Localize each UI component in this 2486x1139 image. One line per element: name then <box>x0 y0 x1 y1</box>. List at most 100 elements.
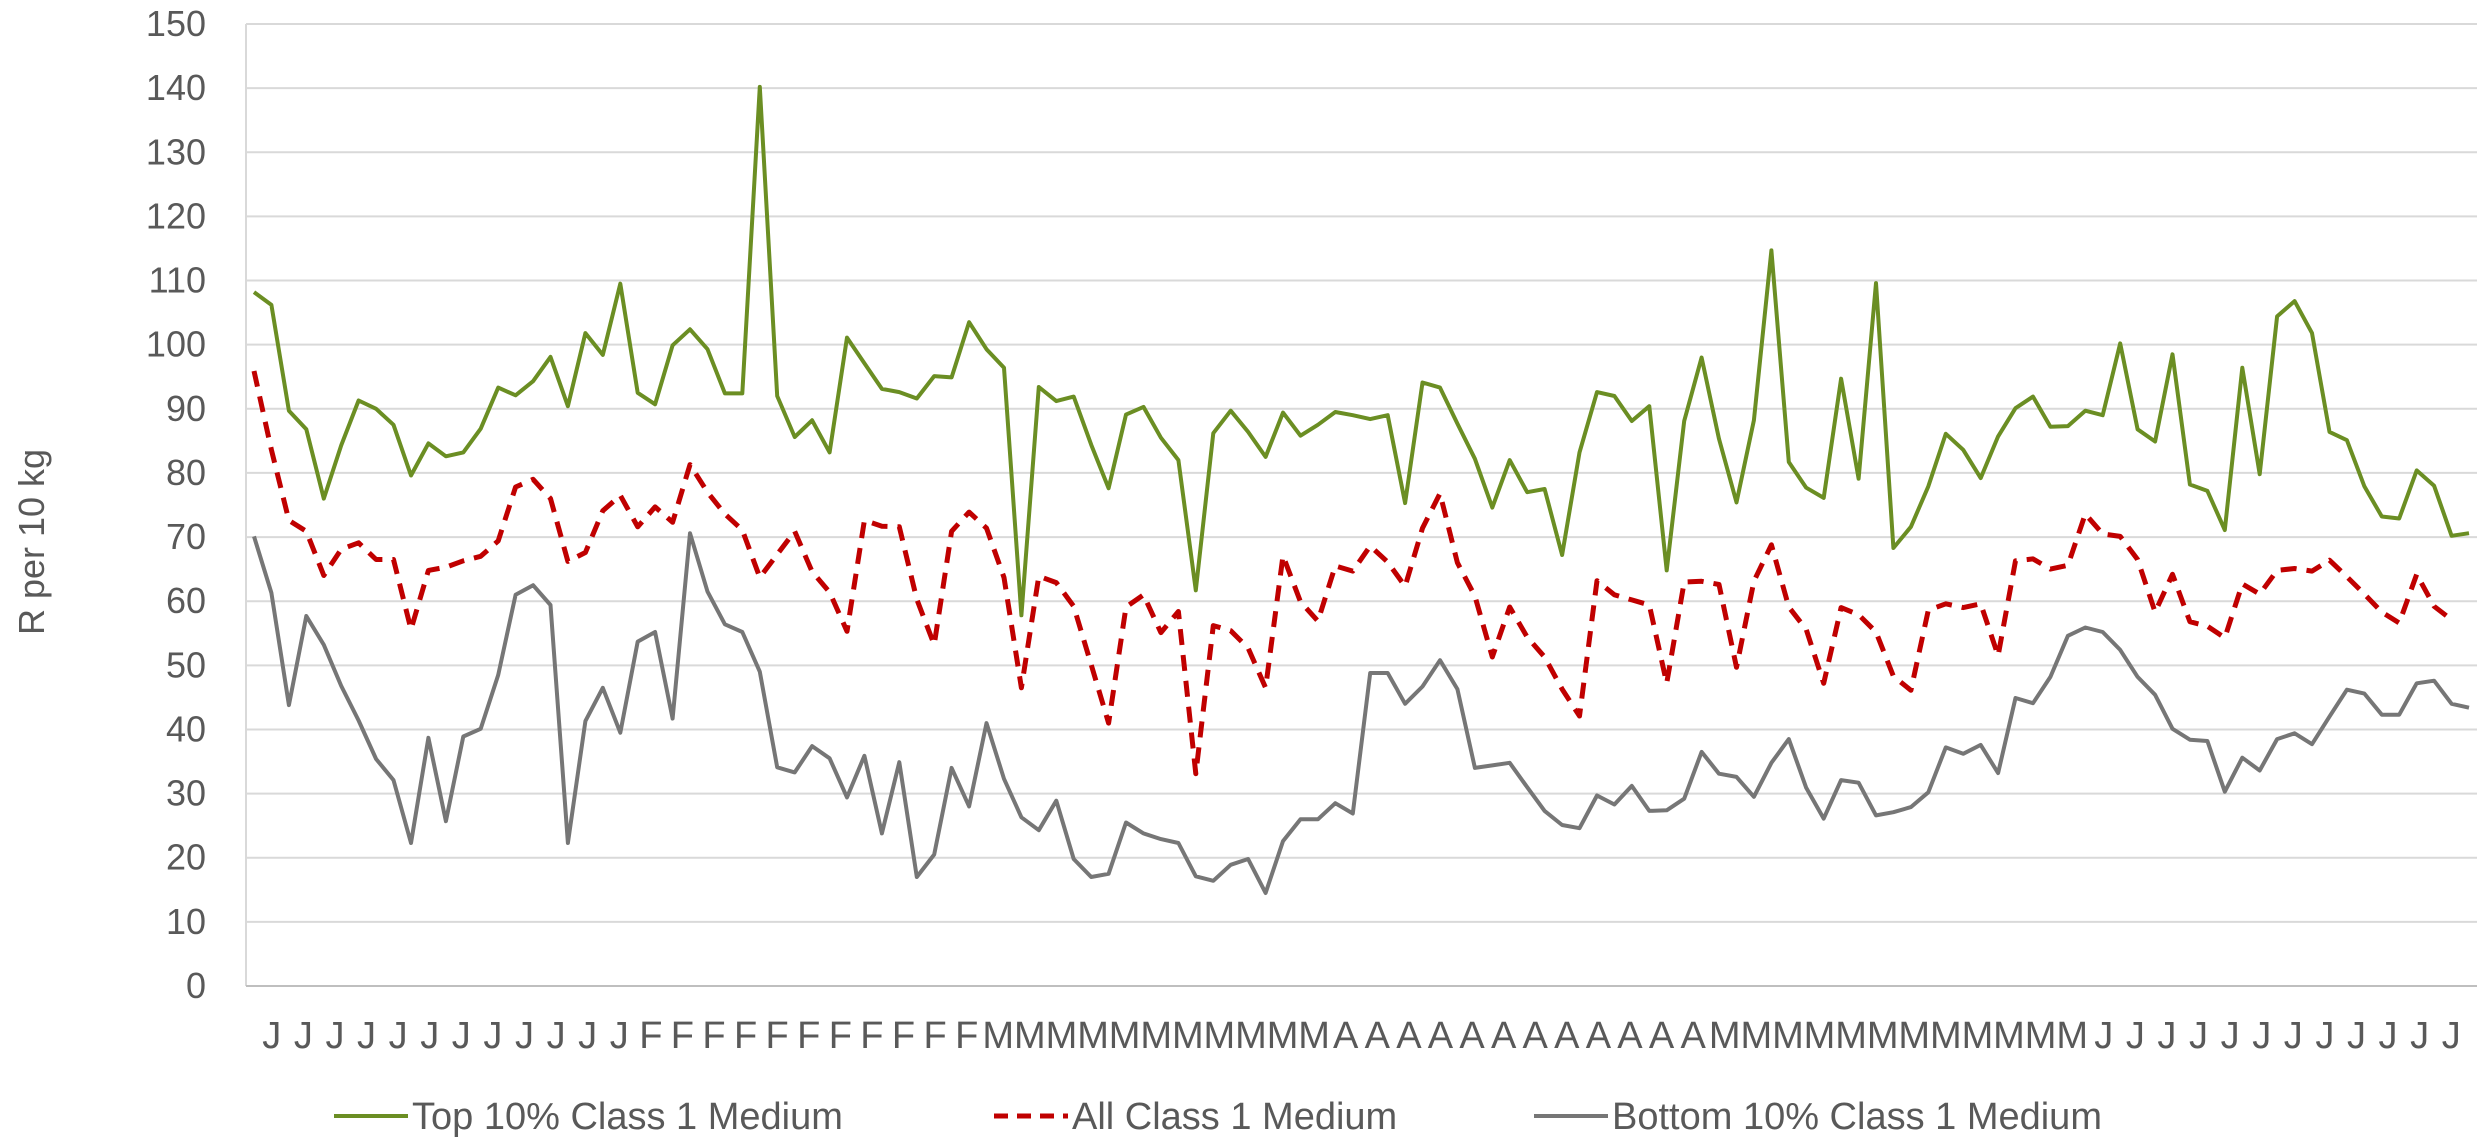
y-tick-label: 60 <box>166 580 206 621</box>
x-tick-label: M <box>1740 1015 1772 1057</box>
y-tick-label: 30 <box>166 773 206 814</box>
y-tick-label: 110 <box>149 260 206 301</box>
x-tick-label: J <box>2379 1015 2398 1057</box>
x-tick-label: M <box>1930 1015 1962 1057</box>
x-tick-label: J <box>2189 1015 2208 1057</box>
y-tick-label: 120 <box>146 195 206 236</box>
legend: Top 10% Class 1 Medium All Class 1 Medium… <box>334 1096 2102 1138</box>
x-tick-label: F <box>892 1015 915 1057</box>
x-tick-label: A <box>1428 1015 1454 1057</box>
x-tick-label: J <box>262 1015 281 1057</box>
x-tick-label: F <box>766 1015 789 1057</box>
x-tick-label: M <box>1140 1015 1172 1057</box>
x-tick-label: M <box>1298 1015 1330 1057</box>
y-axis: 0 10 20 30 40 50 60 70 80 90 100 110 120 130 140 150 <box>146 3 247 1006</box>
x-tick-label: J <box>389 1015 408 1057</box>
x-tick-label: J <box>2347 1015 2366 1057</box>
legend-label: Top 10% Class 1 Medium <box>412 1096 843 1138</box>
x-tick-label: J <box>420 1015 439 1057</box>
series-lines <box>251 84 2470 895</box>
x-tick-label: F <box>860 1015 883 1057</box>
gridlines <box>246 23 2477 923</box>
series-line-1 <box>252 84 2470 618</box>
x-tick-label: M <box>1235 1015 1267 1057</box>
x-tick-label: J <box>452 1015 471 1057</box>
x-tick-label: F <box>702 1015 725 1057</box>
x-tick-label: M <box>1772 1015 1804 1057</box>
x-tick-label: A <box>1491 1015 1517 1057</box>
x-tick-label: M <box>1046 1015 1078 1057</box>
x-tick-label: J <box>610 1015 629 1057</box>
y-tick-label: 100 <box>146 324 206 365</box>
x-tick-label: F <box>734 1015 757 1057</box>
y-tick-label: 150 <box>146 3 206 44</box>
x-tick-label: M <box>1835 1015 1867 1057</box>
x-tick-label: F <box>829 1015 852 1057</box>
x-tick-label: A <box>1554 1015 1580 1057</box>
x-tick-label: A <box>1586 1015 1612 1057</box>
x-tick-label: A <box>1617 1015 1643 1057</box>
x-tick-label: J <box>547 1015 566 1057</box>
x-tick-label: A <box>1365 1015 1391 1057</box>
y-tick-label: 0 <box>186 965 206 1006</box>
x-tick-label: A <box>1680 1015 1706 1057</box>
x-tick-label: J <box>483 1015 502 1057</box>
legend-label: Bottom 10% Class 1 Medium <box>1612 1096 2102 1138</box>
y-tick-label: 50 <box>166 644 206 685</box>
x-tick-label: M <box>1993 1015 2025 1057</box>
x-tick-label: F <box>639 1015 662 1057</box>
y-tick-label: 10 <box>166 901 206 942</box>
x-tick-label: A <box>1459 1015 1485 1057</box>
x-tick-label: J <box>357 1015 376 1057</box>
x-tick-label: M <box>982 1015 1014 1057</box>
x-tick-label: J <box>2094 1015 2113 1057</box>
x-tick-label: M <box>2025 1015 2057 1057</box>
x-tick-label: M <box>1109 1015 1141 1057</box>
x-tick-label: M <box>1204 1015 1236 1057</box>
series-line-2 <box>251 370 2454 777</box>
x-tick-label: F <box>797 1015 820 1057</box>
y-tick-label: 80 <box>166 452 206 493</box>
x-tick-label: M <box>1709 1015 1741 1057</box>
x-tick-label: F <box>671 1015 694 1057</box>
y-tick-label: 140 <box>146 67 206 108</box>
x-tick-label: A <box>1649 1015 1675 1057</box>
y-tick-label: 90 <box>166 388 206 429</box>
x-tick-label: J <box>2221 1015 2240 1057</box>
y-axis-label: R per 10 kg <box>11 449 52 635</box>
y-tick-label: 20 <box>166 837 206 878</box>
x-tick-label: M <box>1867 1015 1899 1057</box>
x-tick-label: J <box>578 1015 597 1057</box>
x-tick-label: M <box>1014 1015 1046 1057</box>
x-tick-label: M <box>1962 1015 1994 1057</box>
x-tick-label: M <box>2056 1015 2088 1057</box>
x-tick-label: M <box>1267 1015 1299 1057</box>
x-tick-label: A <box>1396 1015 1422 1057</box>
x-tick-label: F <box>923 1015 946 1057</box>
y-tick-label: 70 <box>166 516 206 557</box>
x-tick-label: J <box>2126 1015 2145 1057</box>
x-tick-label: J <box>325 1015 344 1057</box>
x-tick-label: J <box>2252 1015 2271 1057</box>
x-tick-label: M <box>1077 1015 1109 1057</box>
x-tick-label: M <box>1172 1015 1204 1057</box>
y-tick-label: 40 <box>166 708 206 749</box>
x-tick-label: J <box>2284 1015 2303 1057</box>
y-tick-label: 130 <box>146 131 206 172</box>
x-tick-label: J <box>2315 1015 2334 1057</box>
legend-label: All Class 1 Medium <box>1072 1096 1397 1138</box>
x-tick-label: A <box>1333 1015 1359 1057</box>
series-line-3 <box>252 531 2470 895</box>
x-tick-label: J <box>515 1015 534 1057</box>
x-tick-label: J <box>294 1015 313 1057</box>
x-tick-label: M <box>1898 1015 1930 1057</box>
x-tick-label: F <box>955 1015 978 1057</box>
x-tick-label: J <box>2157 1015 2176 1057</box>
x-tick-label: A <box>1523 1015 1549 1057</box>
x-tick-label: J <box>2442 1015 2461 1057</box>
x-tick-label: M <box>1804 1015 1836 1057</box>
x-tick-label: J <box>2410 1015 2429 1057</box>
